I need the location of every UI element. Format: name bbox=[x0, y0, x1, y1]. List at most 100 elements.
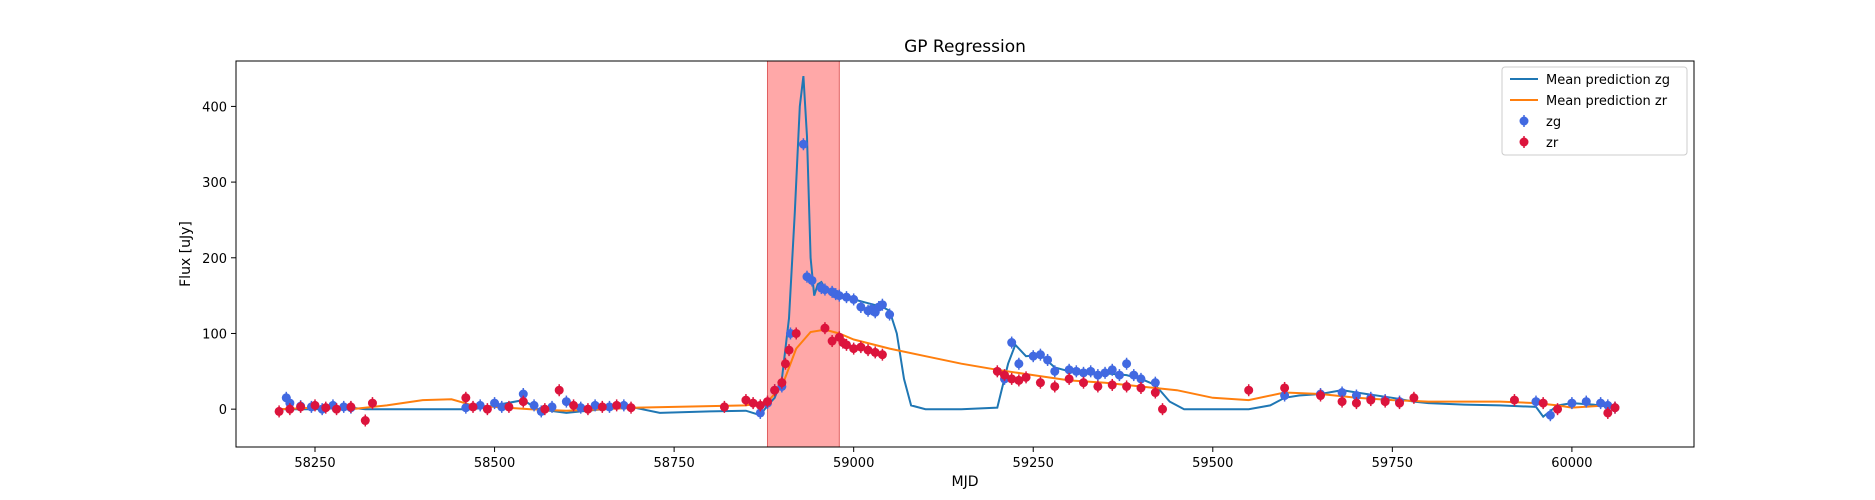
y-tick-label: 400 bbox=[202, 100, 227, 115]
data-point bbox=[755, 408, 765, 418]
y-axis-label: Flux [uJy] bbox=[178, 221, 194, 287]
data-point bbox=[1409, 393, 1419, 403]
legend-swatch-zg bbox=[1519, 116, 1529, 126]
data-point bbox=[1071, 366, 1081, 376]
data-point bbox=[590, 400, 600, 410]
data-point bbox=[1596, 398, 1606, 408]
data-point bbox=[1545, 410, 1555, 420]
data-point bbox=[748, 398, 758, 408]
data-point bbox=[755, 400, 765, 410]
data-point bbox=[807, 275, 817, 285]
data-point bbox=[1531, 397, 1541, 407]
series-layer bbox=[274, 75, 1620, 427]
x-tick-label: 58750 bbox=[653, 456, 694, 471]
data-point bbox=[1581, 397, 1591, 407]
data-point bbox=[863, 345, 873, 355]
data-point bbox=[1000, 370, 1010, 380]
data-point bbox=[1014, 359, 1024, 369]
data-point bbox=[1509, 395, 1519, 405]
x-tick-label: 58500 bbox=[474, 456, 515, 471]
data-point bbox=[827, 336, 837, 346]
data-point bbox=[1050, 366, 1060, 376]
x-axis-label: MJD bbox=[952, 474, 979, 490]
data-point bbox=[820, 323, 830, 333]
data-point bbox=[1395, 398, 1405, 408]
data-point bbox=[877, 350, 887, 360]
data-point bbox=[604, 402, 614, 412]
data-point bbox=[1122, 381, 1132, 391]
data-point bbox=[1280, 391, 1290, 401]
data-point bbox=[1093, 381, 1103, 391]
data-point bbox=[820, 285, 830, 295]
data-point bbox=[597, 402, 607, 412]
data-point bbox=[849, 344, 859, 354]
data-point bbox=[540, 404, 550, 414]
y-axis: 0 100 200 300 400 bbox=[202, 100, 236, 418]
data-point bbox=[461, 403, 471, 413]
data-point bbox=[784, 345, 794, 355]
data-point bbox=[1351, 391, 1361, 401]
data-point bbox=[841, 292, 851, 302]
data-point bbox=[1122, 359, 1132, 369]
data-point bbox=[1603, 408, 1613, 418]
x-tick-label: 59500 bbox=[1192, 456, 1233, 471]
data-point bbox=[482, 404, 492, 414]
data-point bbox=[1064, 365, 1074, 375]
data-point bbox=[468, 402, 478, 412]
data-point bbox=[619, 400, 629, 410]
data-point bbox=[1129, 370, 1139, 380]
data-point bbox=[1280, 383, 1290, 393]
data-point bbox=[332, 404, 342, 414]
legend-label-mean-prediction-zr: Mean prediction zr bbox=[1546, 94, 1668, 109]
data-point bbox=[475, 400, 485, 410]
data-point bbox=[1035, 350, 1045, 360]
data-point bbox=[497, 402, 507, 412]
data-point bbox=[1086, 366, 1096, 376]
data-point bbox=[367, 398, 377, 408]
data-point bbox=[1337, 397, 1347, 407]
data-point bbox=[1366, 395, 1376, 405]
data-point bbox=[461, 393, 471, 403]
y-tick-label: 100 bbox=[202, 327, 227, 342]
x-axis: 58250 58500 58750 59000 59250 59500 59750 60000 bbox=[294, 447, 1593, 471]
data-point bbox=[360, 416, 370, 426]
data-point bbox=[741, 395, 751, 405]
y-tick-label: 0 bbox=[219, 403, 227, 418]
data-point bbox=[554, 385, 564, 395]
data-point bbox=[762, 397, 772, 407]
legend-label-mean-prediction-zg: Mean prediction zg bbox=[1546, 73, 1670, 88]
data-point bbox=[770, 385, 780, 395]
data-point bbox=[856, 342, 866, 352]
plot-frame bbox=[235, 60, 1695, 448]
data-point bbox=[1035, 378, 1045, 388]
data-point bbox=[1079, 368, 1089, 378]
data-point bbox=[877, 300, 887, 310]
x-tick-label: 59250 bbox=[1013, 456, 1054, 471]
data-point bbox=[1538, 398, 1548, 408]
data-point bbox=[1043, 355, 1053, 365]
data-point bbox=[777, 378, 787, 388]
data-point bbox=[1007, 374, 1017, 384]
data-point bbox=[1158, 404, 1168, 414]
data-point bbox=[1021, 372, 1031, 382]
data-point bbox=[1050, 381, 1060, 391]
data-point bbox=[856, 302, 866, 312]
data-point bbox=[569, 400, 579, 410]
legend-box bbox=[1501, 66, 1688, 156]
data-point bbox=[1603, 400, 1613, 410]
data-point bbox=[321, 403, 331, 413]
data-point bbox=[518, 389, 528, 399]
data-point bbox=[1100, 368, 1110, 378]
data-point bbox=[547, 402, 557, 412]
data-point bbox=[1136, 383, 1146, 393]
plot-area bbox=[236, 61, 1694, 447]
data-point bbox=[1380, 397, 1390, 407]
data-point bbox=[529, 400, 539, 410]
data-point bbox=[1610, 403, 1620, 413]
data-point bbox=[1337, 388, 1347, 398]
y-tick-label: 200 bbox=[202, 252, 227, 267]
data-point bbox=[1316, 391, 1326, 401]
data-point bbox=[583, 404, 593, 414]
data-point bbox=[346, 402, 356, 412]
legend: Mean prediction zg Mean prediction zr zg zr bbox=[1501, 66, 1688, 156]
